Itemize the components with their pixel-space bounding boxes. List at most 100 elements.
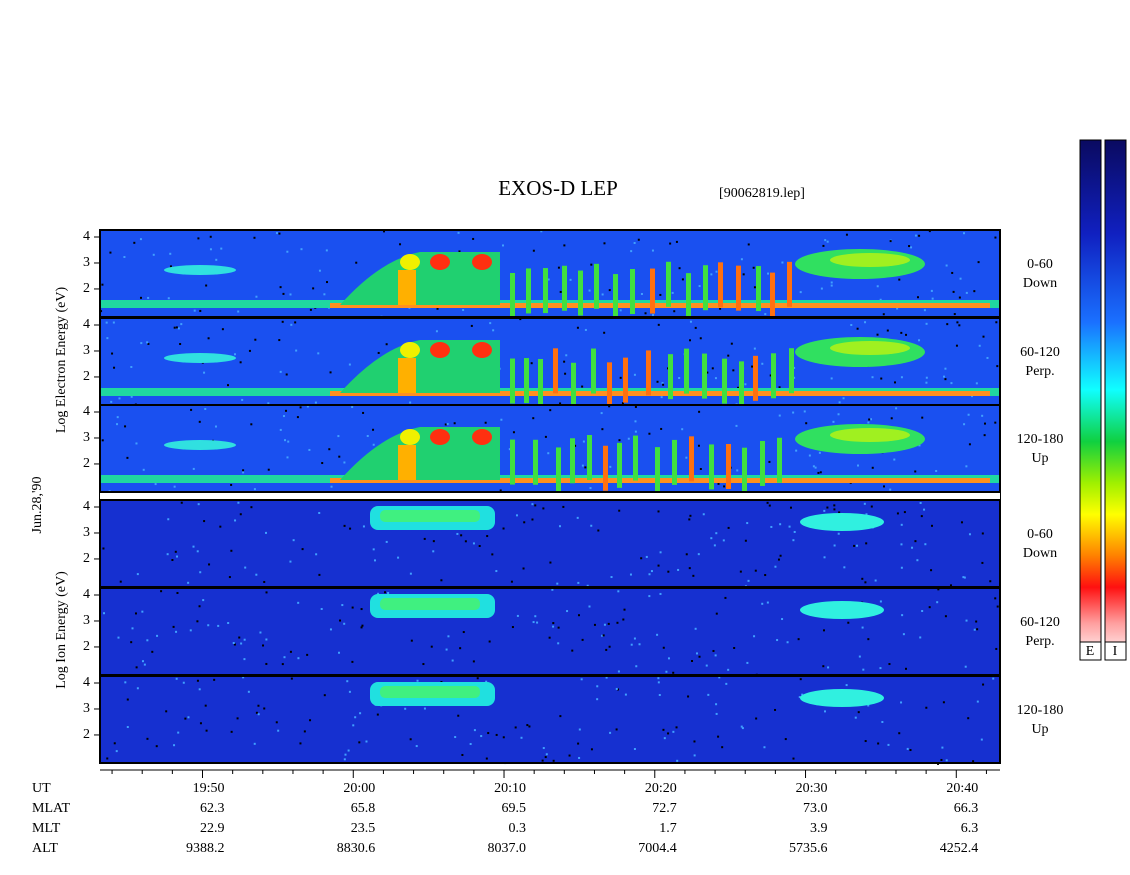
noise: [187, 716, 190, 719]
noise: [590, 263, 593, 266]
noise: [131, 627, 134, 630]
noise: [735, 424, 738, 427]
noise: [952, 290, 955, 293]
noise: [557, 642, 560, 645]
noise: [171, 559, 174, 562]
noise: [146, 341, 149, 344]
noise: [698, 655, 701, 658]
noise: [792, 411, 795, 414]
noise: [207, 337, 210, 340]
noise: [778, 414, 781, 417]
feature: [718, 262, 723, 308]
noise: [173, 744, 176, 747]
noise: [656, 380, 659, 383]
noise: [253, 236, 256, 239]
feature: [398, 270, 416, 305]
noise: [154, 483, 157, 486]
noise: [416, 679, 419, 682]
noise: [975, 620, 978, 623]
noise: [617, 670, 620, 673]
noise: [445, 648, 448, 651]
noise: [187, 581, 190, 584]
noise: [615, 728, 618, 731]
noise: [472, 542, 475, 545]
noise: [123, 255, 126, 258]
y-tick-label: 4: [83, 317, 90, 332]
noise: [547, 278, 550, 281]
noise: [282, 292, 285, 295]
noise: [967, 717, 970, 720]
feature: [510, 439, 515, 485]
noise: [657, 677, 660, 680]
noise: [761, 362, 764, 365]
noise: [725, 682, 728, 685]
noise: [502, 244, 505, 247]
noise: [958, 324, 961, 327]
noise: [940, 758, 943, 761]
noise: [198, 605, 201, 608]
noise: [843, 566, 846, 569]
noise: [603, 623, 606, 626]
noise: [863, 502, 866, 505]
noise: [658, 693, 661, 696]
noise: [667, 657, 670, 660]
noise: [688, 518, 691, 521]
noise: [688, 567, 691, 570]
noise: [139, 296, 142, 299]
y-tick-label: 4: [83, 229, 90, 244]
noise: [101, 439, 104, 442]
noise: [994, 421, 997, 424]
feature: [684, 348, 689, 394]
noise: [197, 503, 200, 506]
noise: [945, 264, 948, 267]
noise: [833, 504, 836, 507]
noise: [753, 347, 756, 350]
noise: [930, 289, 933, 292]
feature: [726, 443, 731, 489]
noise: [799, 291, 802, 294]
noise: [284, 439, 287, 442]
noise: [409, 401, 412, 404]
noise: [925, 706, 928, 709]
noise: [351, 660, 354, 663]
feature: [524, 358, 529, 404]
noise: [914, 470, 917, 473]
noise: [928, 230, 931, 233]
noise: [571, 649, 574, 652]
noise: [586, 584, 589, 587]
noise: [638, 643, 641, 646]
noise: [362, 411, 365, 414]
noise: [277, 729, 280, 732]
noise: [608, 289, 611, 292]
noise: [589, 487, 592, 490]
noise: [698, 410, 701, 413]
noise: [289, 560, 292, 563]
noise: [205, 284, 208, 287]
noise: [718, 676, 721, 679]
feature: [630, 269, 635, 315]
noise: [827, 666, 830, 669]
noise: [285, 409, 288, 412]
orbit-value: 6.3: [961, 821, 979, 836]
noise: [577, 581, 580, 584]
noise: [722, 539, 725, 542]
noise: [909, 749, 912, 752]
noise: [678, 267, 681, 270]
noise: [857, 464, 860, 467]
noise: [727, 354, 730, 357]
noise: [250, 423, 253, 426]
noise: [328, 448, 331, 451]
noise: [946, 323, 949, 326]
noise: [265, 638, 268, 641]
noise: [242, 676, 245, 679]
noise: [199, 571, 202, 574]
noise: [152, 253, 155, 256]
noise: [645, 555, 648, 558]
noise: [671, 291, 674, 294]
noise: [478, 544, 481, 547]
x-tick-label: 20:40: [946, 781, 978, 796]
orbit-value: 1.7: [659, 821, 677, 836]
noise: [960, 521, 963, 524]
noise: [278, 339, 281, 342]
noise: [818, 451, 821, 454]
